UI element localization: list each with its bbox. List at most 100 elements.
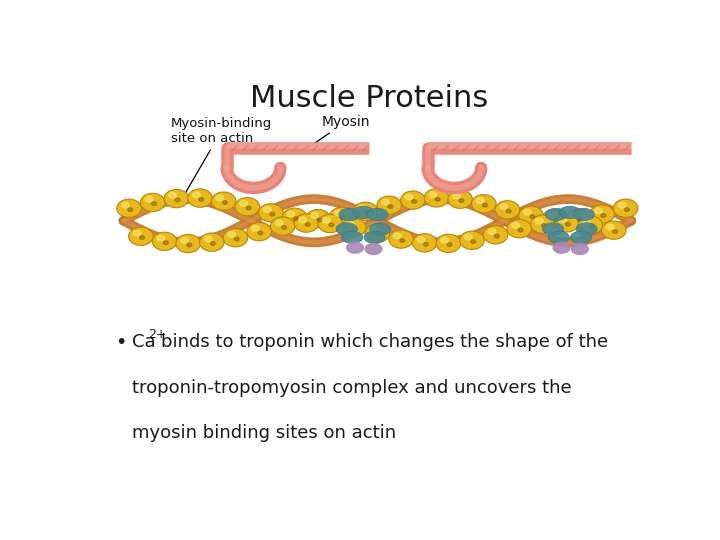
Circle shape xyxy=(306,210,330,228)
Circle shape xyxy=(275,220,283,226)
Circle shape xyxy=(512,222,520,228)
Text: •: • xyxy=(115,333,127,352)
Circle shape xyxy=(559,217,567,222)
Circle shape xyxy=(405,194,413,200)
Circle shape xyxy=(282,208,307,226)
Circle shape xyxy=(293,217,298,220)
Circle shape xyxy=(482,203,487,207)
Circle shape xyxy=(140,193,165,212)
Circle shape xyxy=(542,209,567,227)
Circle shape xyxy=(547,212,555,218)
Ellipse shape xyxy=(364,231,385,244)
Circle shape xyxy=(618,202,626,208)
Ellipse shape xyxy=(573,208,595,221)
Ellipse shape xyxy=(365,244,382,254)
Circle shape xyxy=(164,190,189,208)
Circle shape xyxy=(157,235,165,241)
Circle shape xyxy=(624,208,629,212)
Circle shape xyxy=(271,217,295,235)
Circle shape xyxy=(595,208,602,214)
Circle shape xyxy=(554,214,579,232)
Circle shape xyxy=(235,198,260,216)
Circle shape xyxy=(472,194,496,213)
Circle shape xyxy=(554,218,559,221)
Circle shape xyxy=(334,210,342,216)
Circle shape xyxy=(523,209,531,215)
Ellipse shape xyxy=(353,206,374,219)
Circle shape xyxy=(140,236,145,239)
Circle shape xyxy=(341,216,346,220)
Circle shape xyxy=(199,198,204,201)
Ellipse shape xyxy=(570,231,592,244)
Circle shape xyxy=(128,208,132,212)
Ellipse shape xyxy=(548,231,570,244)
Circle shape xyxy=(129,227,153,245)
Circle shape xyxy=(204,236,212,242)
Ellipse shape xyxy=(572,244,588,254)
Text: Muscle Proteins: Muscle Proteins xyxy=(250,84,488,112)
Circle shape xyxy=(578,216,603,234)
Circle shape xyxy=(602,221,626,239)
Circle shape xyxy=(317,218,322,222)
Text: 2+: 2+ xyxy=(148,328,167,341)
Circle shape xyxy=(329,223,334,227)
Circle shape xyxy=(535,218,543,224)
Circle shape xyxy=(305,222,310,226)
Circle shape xyxy=(388,205,393,208)
Circle shape xyxy=(330,207,354,226)
Circle shape xyxy=(222,201,228,204)
Circle shape xyxy=(211,242,215,245)
Circle shape xyxy=(310,212,318,218)
Circle shape xyxy=(582,219,590,225)
Ellipse shape xyxy=(553,242,570,253)
Ellipse shape xyxy=(369,223,391,235)
Circle shape xyxy=(413,234,437,252)
Circle shape xyxy=(447,243,452,247)
Circle shape xyxy=(600,214,606,217)
Circle shape xyxy=(571,212,579,218)
Circle shape xyxy=(199,233,224,251)
Circle shape xyxy=(228,232,235,238)
Ellipse shape xyxy=(347,242,364,253)
Circle shape xyxy=(423,242,428,246)
Ellipse shape xyxy=(366,208,388,221)
Circle shape xyxy=(318,214,342,233)
Circle shape xyxy=(176,234,200,253)
Circle shape xyxy=(590,205,614,223)
Circle shape xyxy=(282,226,287,230)
Text: myosin binding sites on actin: myosin binding sites on actin xyxy=(132,424,396,442)
Text: Ca: Ca xyxy=(132,333,156,351)
Circle shape xyxy=(152,232,177,251)
Circle shape xyxy=(122,202,130,208)
Circle shape xyxy=(453,193,460,199)
Ellipse shape xyxy=(559,206,580,219)
Circle shape xyxy=(400,239,405,242)
Circle shape xyxy=(145,196,153,202)
Circle shape xyxy=(354,202,378,220)
Circle shape xyxy=(216,195,224,201)
Circle shape xyxy=(476,198,484,204)
Circle shape xyxy=(436,198,440,201)
Ellipse shape xyxy=(576,223,597,235)
Circle shape xyxy=(417,237,425,242)
Circle shape xyxy=(287,211,295,217)
Ellipse shape xyxy=(336,223,357,235)
Circle shape xyxy=(412,200,417,204)
Ellipse shape xyxy=(543,223,564,235)
Circle shape xyxy=(353,227,357,231)
Text: troponin-tropomyosin complex and uncovers the: troponin-tropomyosin complex and uncover… xyxy=(132,379,572,397)
Circle shape xyxy=(192,192,200,198)
Circle shape xyxy=(507,220,531,238)
Circle shape xyxy=(246,206,251,210)
Circle shape xyxy=(577,218,582,221)
Circle shape xyxy=(566,209,590,227)
Circle shape xyxy=(294,214,319,232)
Circle shape xyxy=(589,225,594,228)
Circle shape xyxy=(188,189,212,207)
Circle shape xyxy=(483,226,508,244)
Circle shape xyxy=(270,212,274,216)
Circle shape xyxy=(346,221,354,227)
Ellipse shape xyxy=(342,231,363,244)
Circle shape xyxy=(429,192,437,198)
Circle shape xyxy=(247,222,271,241)
